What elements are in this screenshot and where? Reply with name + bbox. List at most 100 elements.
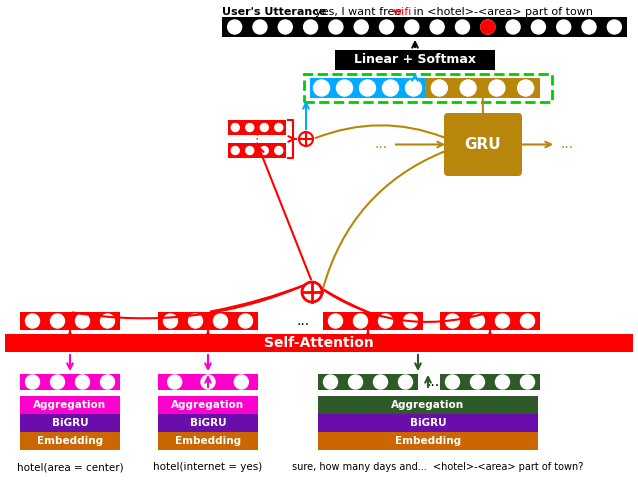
Circle shape	[359, 80, 376, 96]
FancyBboxPatch shape	[318, 374, 418, 390]
Text: in <hotel>-<area> part of town: in <hotel>-<area> part of town	[410, 7, 593, 17]
Circle shape	[353, 314, 367, 328]
Text: ⋮: ⋮	[251, 132, 263, 146]
FancyArrowPatch shape	[316, 285, 487, 322]
Circle shape	[489, 80, 505, 96]
Circle shape	[50, 314, 64, 328]
Text: ...: ...	[297, 314, 309, 328]
Circle shape	[239, 314, 253, 328]
Circle shape	[101, 314, 114, 328]
FancyArrowPatch shape	[73, 284, 308, 318]
Circle shape	[348, 375, 362, 389]
FancyBboxPatch shape	[20, 432, 120, 450]
FancyBboxPatch shape	[228, 120, 286, 135]
Circle shape	[253, 20, 267, 34]
Circle shape	[275, 147, 283, 154]
FancyBboxPatch shape	[318, 396, 538, 414]
FancyBboxPatch shape	[222, 17, 627, 37]
Circle shape	[313, 80, 329, 96]
Text: sure, how many days and...  <hotel>-<area> part of town?: sure, how many days and... <hotel>-<area…	[292, 462, 584, 472]
Circle shape	[380, 20, 394, 34]
Circle shape	[278, 20, 292, 34]
Text: Aggregation: Aggregation	[33, 400, 107, 410]
Text: Self-Attention: Self-Attention	[264, 336, 374, 350]
FancyBboxPatch shape	[158, 312, 258, 330]
Text: BiGRU: BiGRU	[189, 418, 226, 428]
Text: User's Utterance: User's Utterance	[222, 7, 327, 17]
Circle shape	[399, 375, 413, 389]
Circle shape	[214, 314, 228, 328]
Circle shape	[323, 375, 338, 389]
FancyBboxPatch shape	[158, 432, 258, 450]
Circle shape	[406, 80, 422, 96]
Circle shape	[373, 375, 387, 389]
Text: Linear + Softmax: Linear + Softmax	[354, 53, 476, 67]
Text: wifi: wifi	[393, 7, 412, 17]
FancyArrowPatch shape	[316, 125, 443, 138]
Circle shape	[26, 314, 40, 328]
Circle shape	[201, 375, 215, 389]
FancyBboxPatch shape	[158, 374, 258, 390]
Circle shape	[496, 314, 510, 328]
Circle shape	[383, 80, 399, 96]
Circle shape	[302, 282, 322, 302]
Circle shape	[481, 20, 495, 34]
Text: GRU: GRU	[464, 137, 501, 152]
Circle shape	[445, 314, 459, 328]
FancyBboxPatch shape	[335, 50, 495, 70]
FancyBboxPatch shape	[310, 78, 425, 98]
FancyBboxPatch shape	[440, 312, 540, 330]
Circle shape	[557, 20, 571, 34]
Circle shape	[228, 20, 242, 34]
Circle shape	[75, 375, 89, 389]
Circle shape	[460, 80, 476, 96]
Circle shape	[531, 20, 545, 34]
Circle shape	[246, 147, 254, 154]
Circle shape	[521, 314, 535, 328]
Text: Aggregation: Aggregation	[392, 400, 464, 410]
Text: Embedding: Embedding	[395, 436, 461, 446]
Circle shape	[329, 314, 343, 328]
Circle shape	[163, 314, 177, 328]
Circle shape	[521, 375, 535, 389]
Circle shape	[299, 132, 313, 146]
Circle shape	[431, 80, 447, 96]
Circle shape	[445, 375, 459, 389]
Text: ...: ...	[375, 138, 388, 151]
FancyBboxPatch shape	[20, 374, 120, 390]
FancyBboxPatch shape	[5, 334, 633, 352]
Text: Embedding: Embedding	[37, 436, 103, 446]
Circle shape	[246, 123, 254, 131]
Circle shape	[378, 314, 392, 328]
FancyBboxPatch shape	[425, 78, 540, 98]
Circle shape	[481, 20, 495, 34]
Circle shape	[354, 20, 368, 34]
Text: BiGRU: BiGRU	[52, 418, 88, 428]
Circle shape	[50, 375, 64, 389]
Circle shape	[336, 80, 353, 96]
FancyArrowPatch shape	[316, 285, 366, 311]
Circle shape	[275, 123, 283, 131]
FancyBboxPatch shape	[440, 374, 540, 390]
FancyArrowPatch shape	[323, 152, 443, 289]
Circle shape	[231, 147, 239, 154]
Circle shape	[168, 375, 182, 389]
Circle shape	[582, 20, 596, 34]
Text: ...: ...	[560, 138, 573, 151]
Circle shape	[470, 375, 484, 389]
Circle shape	[329, 20, 343, 34]
FancyBboxPatch shape	[323, 312, 423, 330]
Circle shape	[456, 20, 470, 34]
FancyBboxPatch shape	[158, 414, 258, 432]
Text: : yes, I want free: : yes, I want free	[308, 7, 404, 17]
Circle shape	[260, 123, 268, 131]
FancyBboxPatch shape	[318, 432, 538, 450]
Circle shape	[101, 375, 114, 389]
FancyBboxPatch shape	[228, 143, 286, 158]
Text: BiGRU: BiGRU	[410, 418, 447, 428]
FancyBboxPatch shape	[20, 396, 120, 414]
Circle shape	[496, 375, 510, 389]
Circle shape	[188, 314, 202, 328]
Text: Embedding: Embedding	[175, 436, 241, 446]
Circle shape	[26, 375, 40, 389]
